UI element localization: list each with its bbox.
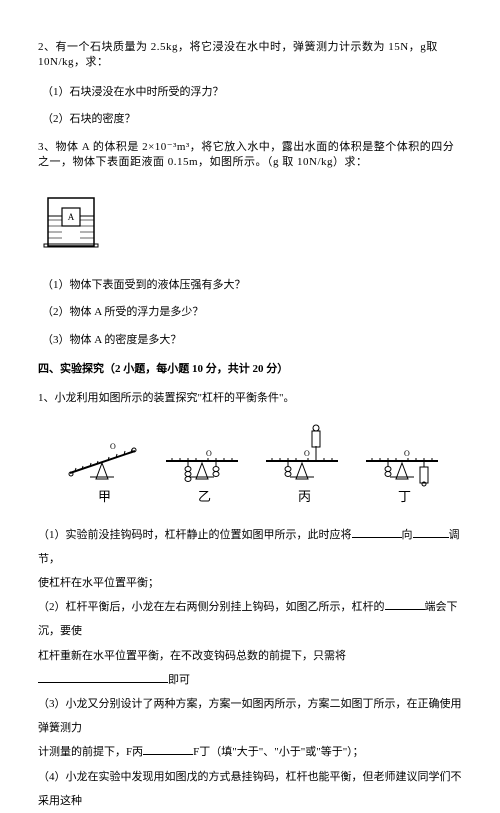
svg-text:乙: 乙 — [198, 489, 211, 504]
blank[interactable] — [385, 597, 425, 610]
q4-sub3b: 计测量的前提下，F丙F丁（填"大于"、"小于"或"等于"）； — [38, 740, 462, 764]
lever-yi: O 乙 — [166, 449, 238, 504]
svg-text:O: O — [206, 449, 212, 458]
lever-jia: O 甲 — [69, 442, 136, 504]
beaker-diagram: A — [42, 192, 100, 250]
q4-sub2: （2）杠杆平衡后，小龙在左右两侧分别挂上钩码，如图乙所示，杠杆的端会下沉，要使 — [38, 595, 462, 643]
svg-text:甲: 甲 — [98, 489, 111, 504]
blank[interactable] — [352, 525, 402, 538]
q4-sub1: （1）实验前没挂钩码时，杠杆静止的位置如图甲所示，此时应将向调节， — [38, 523, 462, 571]
blank[interactable] — [413, 525, 449, 538]
q3-sub2: （2）物体 A 所受的浮力是多少？ — [38, 305, 462, 320]
svg-text:丙: 丙 — [298, 489, 311, 504]
svg-text:O: O — [304, 449, 310, 458]
lever-ding: O 丁 — [366, 449, 438, 504]
q4-sub4: （4）小龙在实验中发现用如图戊的方式悬挂钩码，杠杆也能平衡，但老师建议同学们不采… — [38, 765, 462, 813]
q4-stem: 1、小龙利用如图所示的装置探究"杠杆的平衡条件"。 — [38, 391, 462, 406]
q3-sub1: （1）物体下表面受到的液体压强有多大？ — [38, 278, 462, 293]
levers-diagram: O 甲 O 乙 O 丙 O 丁 — [50, 421, 450, 511]
section-title: 四、实验探究（2 小题，每小题 10 分，共计 20 分） — [38, 362, 462, 377]
blank[interactable] — [143, 742, 193, 755]
q2-sub2: （2）石块的密度？ — [38, 112, 462, 127]
q2-sub1: （1）石块浸没在水中时所受的浮力？ — [38, 85, 462, 100]
svg-text:O: O — [110, 442, 116, 451]
q3-sub3: （3）物体 A 的密度是多大？ — [38, 333, 462, 348]
beaker-label: A — [68, 212, 75, 222]
q2-stem: 2、有一个石块质量为 2.5kg，将它浸没在水中时，弹簧测力计示数为 15N，g… — [38, 40, 462, 71]
q3-stem: 3、物体 A 的体积是 2×10⁻³m³，将它放入水中，露出水面的体积是整个体积… — [38, 140, 462, 171]
q4-sub2b: 杠杆重新在水平位置平衡，在不改变钩码总数的前提下，只需将即可 — [38, 644, 462, 692]
svg-text:丁: 丁 — [398, 489, 411, 504]
lever-bing: O 丙 — [266, 425, 338, 504]
svg-text:O: O — [404, 449, 410, 458]
q4-sub3: （3）小龙又分别设计了两种方案，方案一如图丙所示，方案二如图丁所示，在正确使用弹… — [38, 692, 462, 740]
blank[interactable] — [38, 670, 168, 683]
q4-sub1b: 使杠杆在水平位置平衡； — [38, 571, 462, 595]
